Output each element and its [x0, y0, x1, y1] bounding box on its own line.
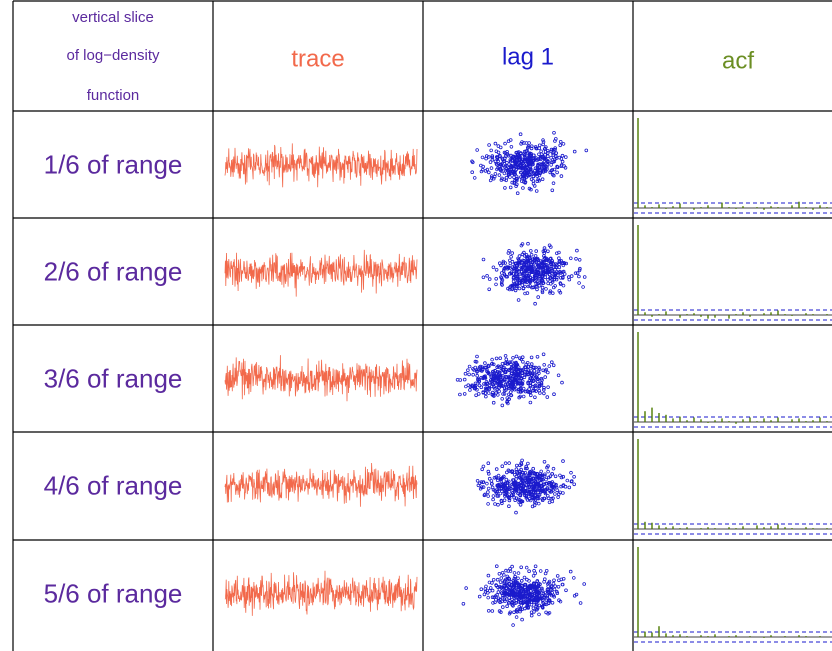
trace-texture: [224, 570, 418, 616]
lag-scatter-texture: [461, 564, 587, 627]
row-label: 2/6 of range: [44, 256, 183, 286]
header-lag: lag 1: [502, 43, 554, 70]
header-first: of log−density: [67, 47, 160, 64]
trace-texture: [224, 249, 418, 297]
row-label: 5/6 of range: [44, 578, 183, 608]
trace-texture: [224, 143, 418, 188]
trace-texture: [224, 462, 418, 507]
header-acf: acf: [722, 47, 754, 74]
row-label: 3/6 of range: [44, 363, 183, 393]
lag-scatter-texture: [455, 352, 564, 408]
trace-texture: [224, 355, 418, 402]
header-first: vertical slice: [72, 9, 154, 26]
lag-scatter-texture: [475, 458, 577, 515]
row-label: 4/6 of range: [44, 470, 183, 500]
lag-scatter-texture: [481, 241, 587, 306]
lag-scatter-texture: [470, 131, 589, 195]
header-first: function: [87, 87, 140, 104]
row-label: 1/6 of range: [44, 149, 183, 179]
header-trace: trace: [291, 45, 344, 72]
